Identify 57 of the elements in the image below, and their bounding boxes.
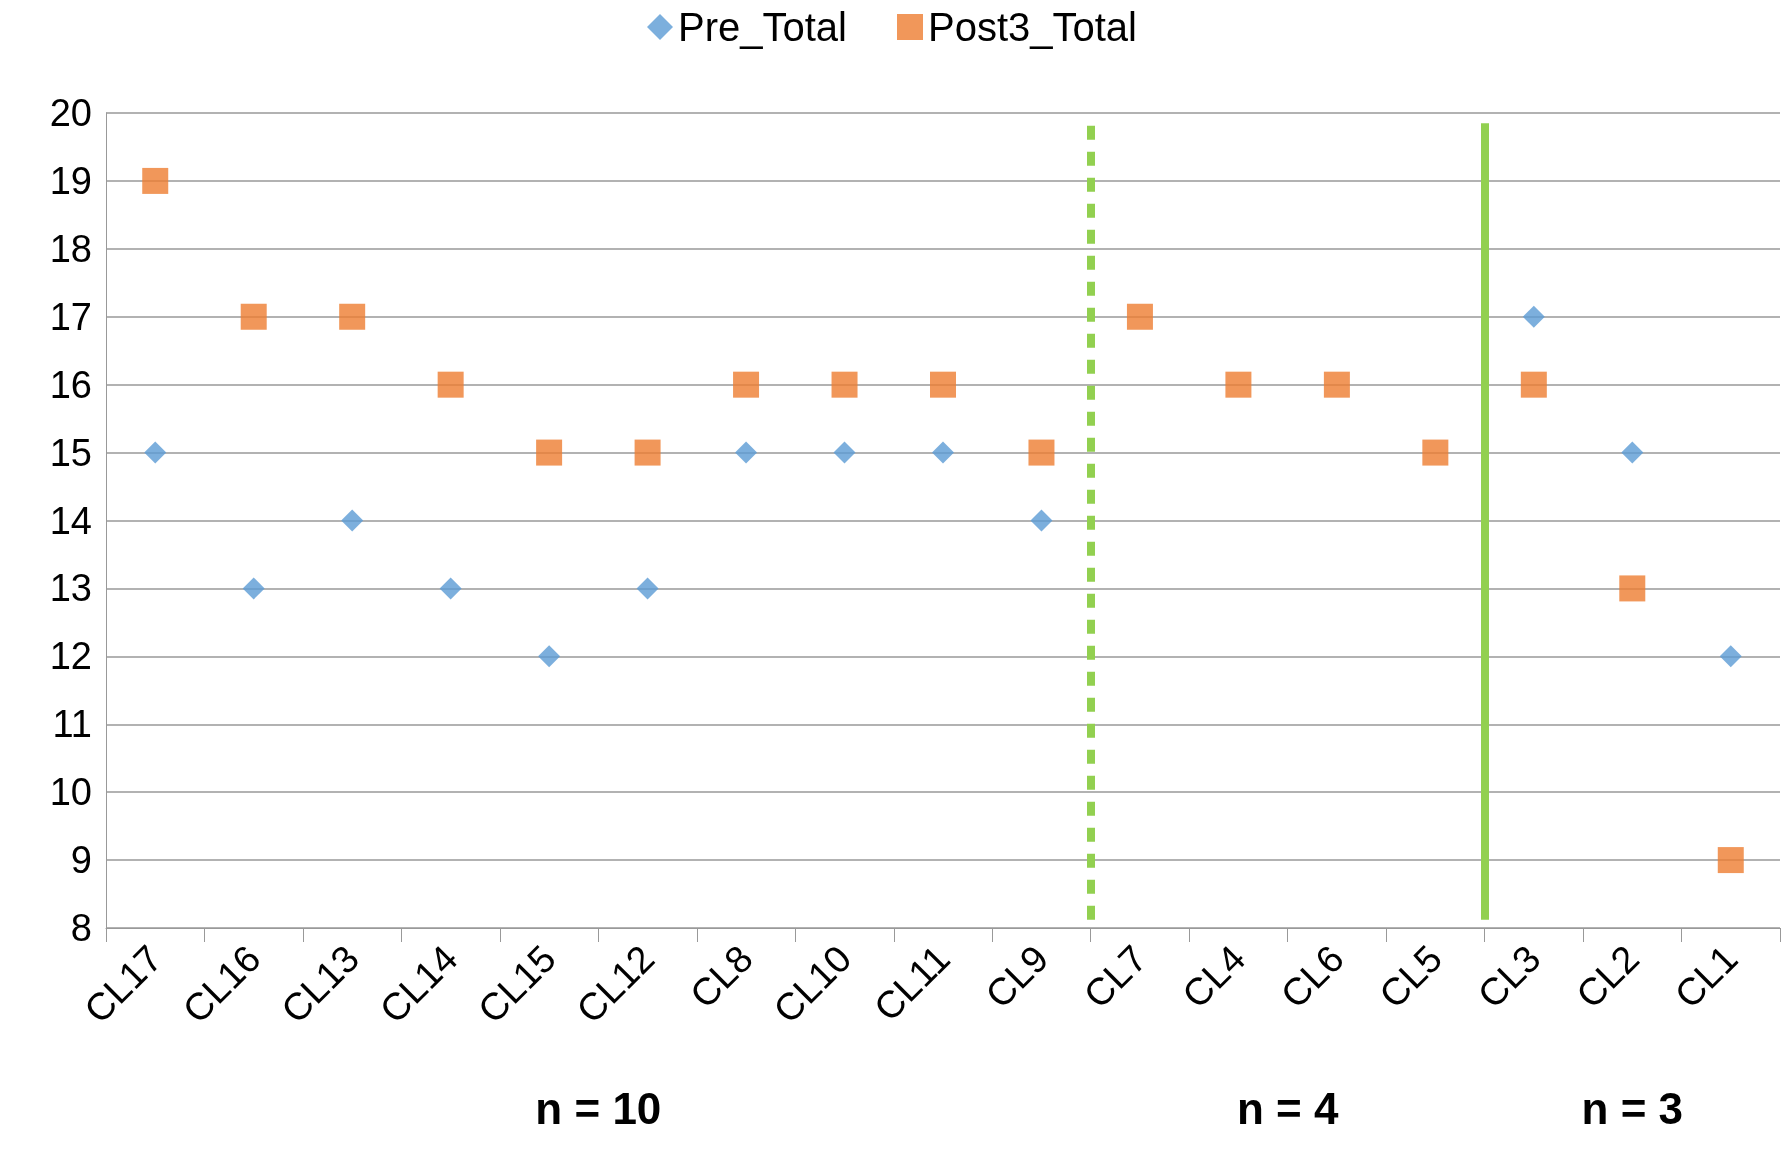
x-tick-label: CL5	[1371, 937, 1451, 1017]
point	[1126, 303, 1153, 330]
x-tick-label: CL9	[977, 937, 1057, 1017]
y-tick-label: 16	[49, 363, 92, 406]
point	[1719, 645, 1742, 668]
point	[536, 439, 563, 466]
point	[341, 509, 364, 532]
point	[1522, 305, 1545, 328]
point	[1422, 439, 1449, 466]
text: n = 3	[1581, 1083, 1684, 1133]
point	[735, 441, 758, 464]
y-tick-label: 9	[70, 839, 92, 882]
x-tick-label: CL7	[1075, 937, 1155, 1017]
x-tick-label: CL8	[681, 937, 761, 1017]
point	[1520, 371, 1547, 398]
x-tick-label: CL1	[1666, 937, 1746, 1017]
x-tick-label: CL4	[1174, 937, 1254, 1017]
point	[1028, 439, 1055, 466]
text: n = 10	[535, 1083, 662, 1133]
point	[1323, 371, 1350, 398]
point	[242, 577, 265, 600]
y-tick-label: 20	[49, 92, 92, 134]
point	[634, 439, 661, 466]
x-tick-label: CL2	[1568, 937, 1648, 1017]
point	[1621, 441, 1644, 464]
y-tick-label: 11	[52, 703, 92, 746]
point	[932, 441, 954, 464]
point	[1619, 575, 1646, 602]
point	[142, 167, 169, 194]
point	[733, 371, 760, 398]
y-tick-label: 12	[49, 635, 92, 678]
y-tick-label: 13	[49, 567, 92, 610]
point	[1225, 371, 1252, 398]
point	[831, 371, 858, 398]
y-tick-label: 8	[70, 907, 92, 949]
legend-label: Post3_Total	[927, 5, 1138, 49]
point	[437, 371, 464, 398]
point	[1717, 847, 1744, 874]
point	[538, 645, 561, 668]
x-tick-label: CL3	[1469, 937, 1549, 1017]
point	[240, 303, 267, 330]
y-tick-label: 10	[49, 771, 92, 814]
y-tick-label: 19	[49, 159, 92, 202]
point	[439, 577, 462, 600]
point	[1030, 509, 1053, 532]
x-tick-label: CL6	[1272, 937, 1352, 1017]
y-tick-label: 14	[49, 499, 92, 542]
point	[930, 371, 956, 398]
y-tick-label: 18	[49, 227, 92, 270]
point	[339, 303, 366, 330]
legend-label: Pre_Total	[678, 5, 847, 49]
point	[833, 441, 856, 464]
y-tick-label: 17	[49, 295, 92, 338]
text: n = 4	[1236, 1083, 1339, 1133]
point	[144, 441, 167, 464]
y-tick-label: 15	[49, 431, 92, 474]
point	[636, 577, 659, 600]
